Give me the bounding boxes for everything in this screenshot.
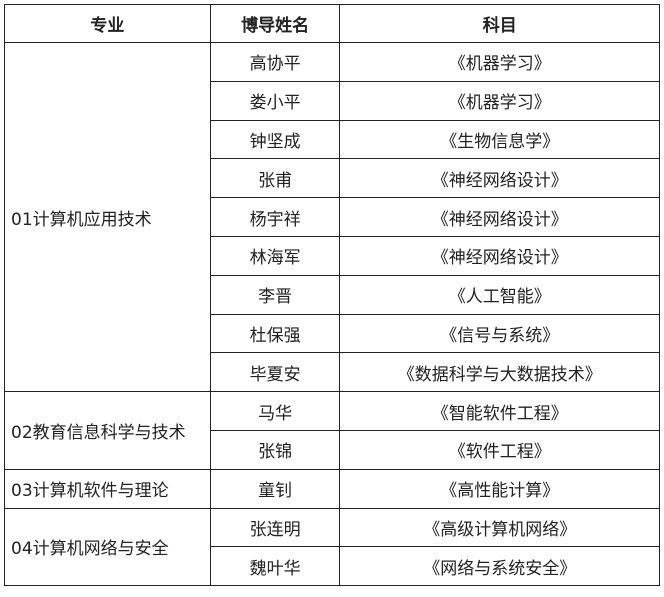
table-row: 李晋 《人工智能》 (5, 274, 660, 315)
subject-cell: 《软件工程》 (339, 429, 660, 470)
subject-cell: 《数据科学与大数据技术》 (339, 352, 660, 393)
subject-cell: 《机器学习》 (339, 42, 660, 82)
table-row: 张锦 《软件工程》 (5, 429, 660, 470)
table-row: 林海军 《神经网络设计》 (5, 235, 660, 276)
advisor-cell: 杨宇祥 (209, 197, 341, 237)
advisor-cell: 林海军 (209, 235, 341, 276)
major-cell: 01计算机应用技术 (4, 41, 211, 393)
table-row: 04计算机网络与安全 张连明 《高级计算机网络》 (4, 507, 660, 587)
subject-cell: 《生物信息学》 (339, 119, 660, 160)
advisor-cell: 张甫 (209, 158, 341, 199)
subject-cell: 《人工智能》 (339, 274, 660, 315)
advisor-table: 专业 博导姓名 科目 01计算机应用技术 高协平 《机器学习》 娄小平 《机器学习》 钟坚… (4, 4, 660, 587)
table-body: 01计算机应用技术 高协平 《机器学习》 娄小平 《机器学习》 钟坚成 《生物信息学》 张甫《… (4, 41, 660, 587)
advisor-cell: 毕夏安 (209, 352, 341, 393)
table-row: 杜保强 《信号与系统》 (5, 313, 660, 354)
subject-cell: 《高性能计算》 (339, 468, 660, 509)
advisor-cell: 张连明 (209, 507, 341, 548)
advisor-cell: 张锦 (209, 429, 341, 470)
subject-cell: 《高级计算机网络》 (339, 507, 660, 548)
table-row: 娄小平 《机器学习》 (5, 80, 660, 121)
advisor-cell: 高协平 (209, 42, 341, 82)
table-row: 02教育信息科学与技术 马华 《智能软件工程》 (4, 391, 660, 470)
header-major: 专业 (4, 4, 211, 43)
advisor-cell: 娄小平 (209, 80, 341, 121)
table-row: 魏叶华 《网络与系统安全》 (5, 546, 660, 587)
subject-cell: 《智能软件工程》 (339, 391, 660, 431)
subject-cell: 《网络与系统安全》 (339, 546, 660, 587)
header-row: 专业 博导姓名 科目 (4, 4, 660, 43)
table-row: 03计算机软件与理论 童钊 《高性能计算》 (4, 468, 660, 509)
advisor-cell: 马华 (209, 391, 341, 431)
major-cell: 04计算机网络与安全 (4, 507, 211, 587)
advisor-cell: 魏叶华 (209, 546, 341, 587)
table-row: 杨宇祥 《神经网络设计》 (5, 197, 660, 237)
major-cell: 03计算机软件与理论 (4, 468, 211, 509)
advisor-cell: 杜保强 (209, 313, 341, 354)
advisor-cell: 钟坚成 (209, 119, 341, 160)
subject-cell: 《神经网络设计》 (339, 235, 660, 276)
table-row: 张甫 《神经网络设计》 (5, 158, 660, 199)
table-row: 01计算机应用技术 高协平 《机器学习》 (4, 41, 660, 393)
major-cell: 02教育信息科学与技术 (4, 391, 211, 470)
table-row: 钟坚成 《生物信息学》 (5, 119, 660, 160)
table-row: 毕夏安 《数据科学与大数据技术》 (5, 352, 660, 393)
advisor-cell: 李晋 (209, 274, 341, 315)
subject-cell: 《神经网络设计》 (339, 197, 660, 237)
subject-cell: 《信号与系统》 (339, 313, 660, 354)
subject-cell: 《机器学习》 (339, 80, 660, 121)
advisor-cell: 童钊 (209, 468, 341, 509)
header-advisor: 博导姓名 (209, 4, 341, 43)
header-subject: 科目 (339, 4, 660, 43)
subject-cell: 《神经网络设计》 (339, 158, 660, 199)
